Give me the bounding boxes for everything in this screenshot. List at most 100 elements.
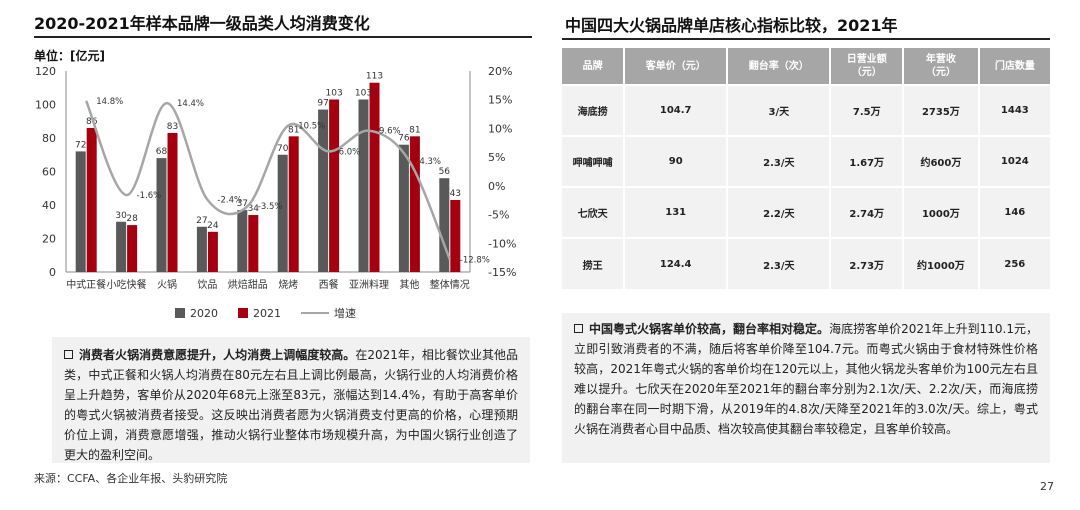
bar-2021 xyxy=(167,132,178,272)
table-cell: 3/天 xyxy=(727,84,832,136)
y-right-tick-label: -5% xyxy=(488,209,509,222)
x-tick-label: 其他 xyxy=(399,278,419,291)
bar-label-2020: 97 xyxy=(317,99,328,109)
growth-label: 10.5% xyxy=(298,122,325,132)
source-note: 来源：CCFA、各企业年报、头豹研究院 xyxy=(34,472,228,485)
y-left-tick-label: 20 xyxy=(42,233,56,246)
y-right-tick-label: 5% xyxy=(488,151,505,164)
table-cell: 124.4 xyxy=(624,237,729,289)
table-header-turnover: 翻台率（次） xyxy=(727,48,832,85)
table-header-row: 品牌 客单价（元） 翻台率（次） 日营业额 （元） 年营收 （元） 门店数量 xyxy=(562,48,1050,85)
bar-label-2021: 28 xyxy=(126,214,138,224)
table-row: 海底捞 104.7 3/天 7.5万 2735万 1443 xyxy=(562,84,1050,136)
table-cell: 2.3/天 xyxy=(727,237,832,289)
y-right-tick-label: 10% xyxy=(488,122,512,135)
bar-2021 xyxy=(329,99,340,272)
right-summary-heading: 中国粤式火锅客单价较高，翻台率相对稳定。 xyxy=(589,322,830,336)
table-row: 七欣天 131 2.2/天 2.74万 1000万 146 xyxy=(562,186,1050,238)
left-summary-body: 在2021年，相比餐饮业其他品类，中式正餐和火锅人均消费在80元左右且上调比例最… xyxy=(64,348,518,462)
bar-label-2021: 86 xyxy=(86,117,98,127)
y-right-tick-label: 0% xyxy=(488,180,505,193)
bar-2020 xyxy=(398,144,409,272)
bar-label-2020: 68 xyxy=(156,147,168,157)
bar-2020 xyxy=(116,221,127,272)
table-header-brand: 品牌 xyxy=(562,48,626,85)
bar-2020 xyxy=(439,178,450,272)
bar-2021 xyxy=(288,136,299,272)
chart-legend: 2020 2021 增速 xyxy=(175,305,370,321)
x-tick-label: 烧烤 xyxy=(278,278,298,291)
y-right-tick-label: 15% xyxy=(488,94,512,107)
table-cell: 1000万 xyxy=(903,186,980,238)
table-cell: 2.3/天 xyxy=(727,135,832,187)
table-cell: 146 xyxy=(978,186,1050,238)
bar-label-2020: 72 xyxy=(75,140,86,150)
bar-2021 xyxy=(127,225,138,272)
table-cell: 7.5万 xyxy=(830,84,905,136)
x-tick-label: 烘焙甜品 xyxy=(228,278,268,291)
bar-label-2020: 76 xyxy=(398,134,410,144)
legend-item-2021: 2021 xyxy=(238,307,281,320)
growth-label: 14.8% xyxy=(96,97,123,107)
table-cell: 1024 xyxy=(978,135,1050,187)
growth-line xyxy=(85,100,451,260)
bar-label-2020: 27 xyxy=(196,216,207,226)
table-header-store-count: 门店数量 xyxy=(978,48,1050,85)
checkbox-bullet-icon xyxy=(64,350,73,359)
growth-label: -3.5% xyxy=(258,202,283,212)
table-cell: 2735万 xyxy=(903,84,980,136)
growth-label: -2.4% xyxy=(217,196,242,206)
unit-label: 单位：[亿元] xyxy=(34,48,105,63)
legend-label-growth: 增速 xyxy=(334,307,356,320)
table-header-annual-revenue: 年营收 （元） xyxy=(903,48,980,85)
table-cell-brand: 七欣天 xyxy=(562,186,626,238)
table-cell: 90 xyxy=(624,135,729,187)
bar-label-2021: 113 xyxy=(366,72,383,82)
growth-label: -12.8% xyxy=(460,255,490,265)
y-left-tick-label: 80 xyxy=(42,132,56,145)
x-tick-label: 火锅 xyxy=(157,279,177,291)
y-left-tick-label: 60 xyxy=(42,166,56,179)
hotpot-kpi-table: 品牌 客单价（元） 翻台率（次） 日营业额 （元） 年营收 （元） 门店数量 海… xyxy=(562,48,1050,289)
table-cell: 131 xyxy=(624,186,729,238)
left-summary-heading: 消费者火锅消费意愿提升，人均消费上调幅度较高。 xyxy=(79,348,356,362)
bar-2021 xyxy=(86,127,97,272)
bar-label-2021: 34 xyxy=(248,204,260,214)
growth-label: -1.6% xyxy=(137,191,162,201)
per-capita-spending-chart: 单位：[亿元] 0 20 40 60 80 100 120 -15% -10% -5% 0% 5% 10%… xyxy=(34,48,516,291)
table-row: 呷哺呷哺 90 2.3/天 1.67万 约600万 1024 xyxy=(562,135,1050,187)
bar-label-2021: 83 xyxy=(167,122,178,132)
growth-label: 4.3% xyxy=(419,157,441,167)
bar-2020 xyxy=(196,226,207,272)
bar-label-2021: 103 xyxy=(326,88,343,98)
x-tick-label: 小吃快餐 xyxy=(107,278,147,291)
left-summary-box: 消费者火锅消费意愿提升，人均消费上调幅度较高。在2021年，相比餐饮业其他品类，… xyxy=(52,337,530,463)
bar-label-2020: 103 xyxy=(355,88,372,98)
bar-label-2021: 81 xyxy=(409,125,420,135)
bar-label-2020: 30 xyxy=(115,211,127,221)
bar-2021 xyxy=(450,199,461,272)
bar-label-2020: 70 xyxy=(277,144,289,154)
right-title-rule xyxy=(562,38,1050,40)
checkbox-bullet-icon xyxy=(574,324,583,333)
table-cell: 1443 xyxy=(978,84,1050,136)
bar-2021 xyxy=(207,231,218,272)
bar-label-2021: 81 xyxy=(288,125,299,135)
y-left-tick-label: 40 xyxy=(42,199,56,212)
legend-label-2021: 2021 xyxy=(253,306,281,320)
bar-2021 xyxy=(409,136,420,272)
left-title: 2020-2021年样本品牌一级品类人均消费变化 xyxy=(34,14,370,33)
y-left-tick-label: 0 xyxy=(49,266,56,279)
table-header-avg-ticket: 客单价（元） xyxy=(624,48,729,85)
y-right-tick-label: 20% xyxy=(488,65,512,78)
table-cell: 2.73万 xyxy=(830,237,905,289)
x-tick-label: 中式正餐 xyxy=(66,278,106,291)
table-cell-brand: 呷哺呷哺 xyxy=(562,135,626,187)
legend-swatch-growth xyxy=(301,312,329,314)
table-cell: 约600万 xyxy=(903,135,980,187)
table-cell-brand: 捞王 xyxy=(562,237,626,289)
x-tick-label: 亚洲料理 xyxy=(349,278,389,291)
x-tick-label: 西餐 xyxy=(319,278,339,291)
table-cell: 256 xyxy=(978,237,1050,289)
table-cell: 2.2/天 xyxy=(727,186,832,238)
